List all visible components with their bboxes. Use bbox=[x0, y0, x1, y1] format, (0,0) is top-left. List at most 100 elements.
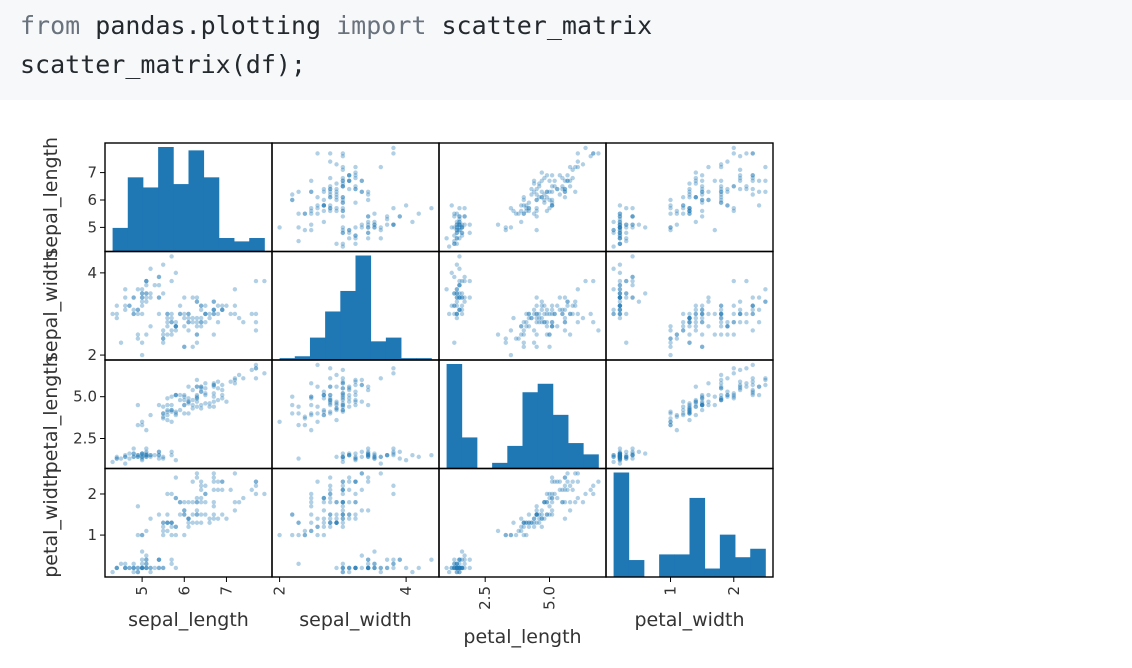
scatter-point-sepal_width-sepal_length-78 bbox=[334, 197, 339, 203]
scatter-point-petal_length-sepal_width-95 bbox=[526, 311, 532, 317]
scatter-point-petal_width-sepal_width-78 bbox=[699, 315, 705, 321]
scatter-point-petal_width-petal_length-2 bbox=[617, 456, 623, 461]
scatter-point-sepal_length-petal_length-143 bbox=[215, 379, 221, 384]
scatter-point-sepal_length-petal_length-140 bbox=[211, 384, 217, 389]
scatter-point-petal_length-sepal_width-84 bbox=[534, 311, 539, 317]
scatter-point-petal_length-sepal_width-47 bbox=[454, 303, 460, 308]
scatter-point-petal_width-petal_length-26 bbox=[630, 451, 635, 456]
scatter-point-petal_length-petal_width-111 bbox=[555, 495, 560, 501]
scatter-point-petal_width-sepal_width-147 bbox=[731, 311, 736, 317]
scatter-point-sepal_length-sepal_width-19 bbox=[144, 278, 149, 284]
scatter-point-petal_length-sepal_width-39 bbox=[457, 295, 462, 300]
scatter-point-sepal_width-petal_length-109 bbox=[378, 376, 384, 381]
scatter-point-petal_width-sepal_length-15 bbox=[630, 206, 635, 211]
scatter-point-sepal_width-petal_length-39 bbox=[365, 453, 371, 458]
scatter-point-sepal_width-petal_length-122 bbox=[327, 366, 333, 371]
scatter-point-sepal_length-petal_length-137 bbox=[198, 386, 204, 391]
scatter-point-sepal_width-petal_width-86 bbox=[346, 512, 352, 517]
scatter-point-sepal_length-petal_length-55 bbox=[169, 402, 174, 408]
scatter-point-sepal_length-sepal_width-4 bbox=[139, 287, 145, 292]
scatter-point-sepal_width-petal_length-31 bbox=[365, 453, 371, 458]
scatter-point-petal_width-petal_length-124 bbox=[737, 382, 743, 388]
scatter-point-petal_width-petal_length-92 bbox=[680, 411, 686, 416]
scatter-point-petal_width-sepal_width-143 bbox=[750, 303, 755, 308]
scatter-point-petal_length-sepal_width-31 bbox=[457, 295, 462, 300]
scatter-point-petal_width-sepal_width-27 bbox=[617, 291, 623, 296]
scatter-point-petal_width-sepal_length-22 bbox=[617, 236, 623, 241]
scatter-point-sepal_length-sepal_width-53 bbox=[160, 340, 166, 345]
scatter-point-petal_width-petal_length-116 bbox=[718, 386, 724, 391]
scatter-point-petal_length-sepal_length-115 bbox=[555, 186, 560, 192]
code-cell[interactable]: from pandas.plotting import scatter_matr… bbox=[0, 0, 1132, 100]
scatter-point-petal_width-petal_length-75 bbox=[693, 404, 699, 409]
scatter-point-petal_width-sepal_width-1 bbox=[617, 311, 623, 317]
scatter-point-sepal_length-petal_width-99 bbox=[169, 520, 174, 525]
scatter-point-sepal_width-petal_length-41 bbox=[296, 456, 301, 461]
scatter-point-sepal_width-petal_length-83 bbox=[321, 392, 327, 398]
scatter-point-petal_length-sepal_length-7 bbox=[457, 225, 462, 230]
scatter-point-petal_width-sepal_length-30 bbox=[617, 230, 623, 236]
scatter-point-petal_length-sepal_length-44 bbox=[467, 222, 472, 227]
scatter-point-sepal_width-sepal_length-2 bbox=[353, 233, 358, 238]
scatter-point-petal_length-sepal_width-132 bbox=[562, 319, 568, 325]
scatter-point-sepal_length-petal_length-149 bbox=[177, 392, 183, 398]
scatter-point-petal_length-sepal_width-92 bbox=[521, 328, 526, 333]
scatter-point-petal_width-sepal_length-48 bbox=[617, 216, 623, 222]
scatter-point-petal_length-sepal_width-139 bbox=[557, 307, 563, 313]
scatter-point-sepal_width-sepal_length-1 bbox=[340, 227, 346, 233]
scatter-point-petal_width-sepal_length-2 bbox=[617, 233, 623, 238]
scatter-point-petal_width-sepal_width-121 bbox=[731, 319, 736, 325]
scatter-point-petal_width-sepal_length-66 bbox=[699, 208, 705, 214]
scatter-point-petal_width-sepal_width-11 bbox=[617, 295, 623, 300]
scatter-point-sepal_width-petal_width-63 bbox=[334, 516, 339, 521]
scatter-point-sepal_length-petal_width-104 bbox=[203, 483, 208, 488]
scatter-point-sepal_length-petal_width-20 bbox=[156, 565, 162, 571]
x-axis-label-petal_width: petal_width bbox=[635, 609, 745, 631]
scatter-point-petal_width-petal_length-149 bbox=[718, 392, 724, 398]
scatter-point-sepal_length-petal_width-137 bbox=[198, 500, 204, 505]
scatter-point-petal_length-petal_width-14 bbox=[449, 565, 454, 571]
scatter-point-petal_length-sepal_length-11 bbox=[459, 230, 465, 236]
scatter-point-petal_length-petal_width-15 bbox=[457, 557, 462, 562]
scatter-point-sepal_width-petal_length-37 bbox=[378, 454, 384, 460]
scatter-point-sepal_width-petal_length-116 bbox=[340, 386, 346, 391]
scatter-point-sepal_length-petal_width-130 bbox=[241, 495, 246, 501]
scatter-point-petal_length-petal_width-22 bbox=[444, 565, 449, 571]
histogram-bar-petal_width-9 bbox=[750, 548, 766, 577]
scatter-point-petal_length-sepal_length-17 bbox=[454, 222, 460, 227]
scatter-point-petal_width-petal_length-107 bbox=[718, 372, 724, 378]
scatter-point-sepal_length-petal_length-75 bbox=[207, 404, 212, 409]
scatter-point-sepal_length-sepal_width-97 bbox=[190, 315, 195, 321]
scatter-point-sepal_length-petal_width-125 bbox=[232, 500, 238, 505]
scatter-point-sepal_length-sepal_width-111 bbox=[198, 324, 204, 329]
scatter-point-sepal_length-sepal_width-45 bbox=[131, 311, 136, 317]
scatter-point-sepal_width-sepal_length-88 bbox=[340, 208, 346, 214]
scatter-point-sepal_width-sepal_length-76 bbox=[327, 175, 333, 181]
scatter-point-sepal_length-petal_width-138 bbox=[182, 500, 187, 505]
scatter-point-petal_width-petal_length-70 bbox=[718, 397, 724, 403]
scatter-point-petal_width-sepal_width-141 bbox=[750, 307, 755, 313]
scatter-point-petal_width-petal_length-77 bbox=[712, 394, 718, 399]
scatter-point-petal_length-sepal_width-121 bbox=[544, 319, 550, 325]
scatter-point-petal_length-sepal_width-52 bbox=[544, 307, 550, 313]
scatter-point-petal_length-sepal_length-65 bbox=[531, 178, 537, 184]
scatter-point-sepal_length-petal_width-108 bbox=[211, 500, 217, 505]
scatter-point-sepal_length-petal_width-46 bbox=[144, 565, 149, 571]
scatter-point-petal_length-sepal_width-8 bbox=[454, 315, 460, 321]
scatter-point-petal_width-sepal_width-10 bbox=[617, 283, 623, 288]
scatter-point-petal_length-sepal_width-128 bbox=[562, 319, 568, 325]
scatter-point-sepal_length-petal_length-78 bbox=[182, 402, 187, 408]
scatter-point-sepal_width-petal_width-78 bbox=[334, 512, 339, 517]
scatter-point-petal_length-petal_width-68 bbox=[534, 512, 539, 517]
x-tick-label-sepal_width-1: 4 bbox=[397, 586, 415, 596]
scatter-point-petal_width-sepal_width-30 bbox=[617, 307, 623, 313]
scatter-point-petal_length-petal_width-91 bbox=[537, 516, 542, 521]
scatter-point-sepal_width-petal_width-3 bbox=[346, 565, 352, 571]
scatter-point-sepal_width-sepal_length-5 bbox=[397, 214, 402, 219]
scatter-point-sepal_width-petal_width-108 bbox=[309, 500, 314, 505]
scatter-point-sepal_width-petal_width-88 bbox=[340, 520, 346, 525]
scatter-point-petal_length-sepal_width-15 bbox=[457, 254, 462, 259]
scatter-point-petal_length-petal_width-11 bbox=[459, 565, 465, 571]
scatter-point-petal_length-petal_width-20 bbox=[462, 565, 467, 571]
scatter-point-sepal_width-sepal_length-145 bbox=[340, 178, 346, 184]
